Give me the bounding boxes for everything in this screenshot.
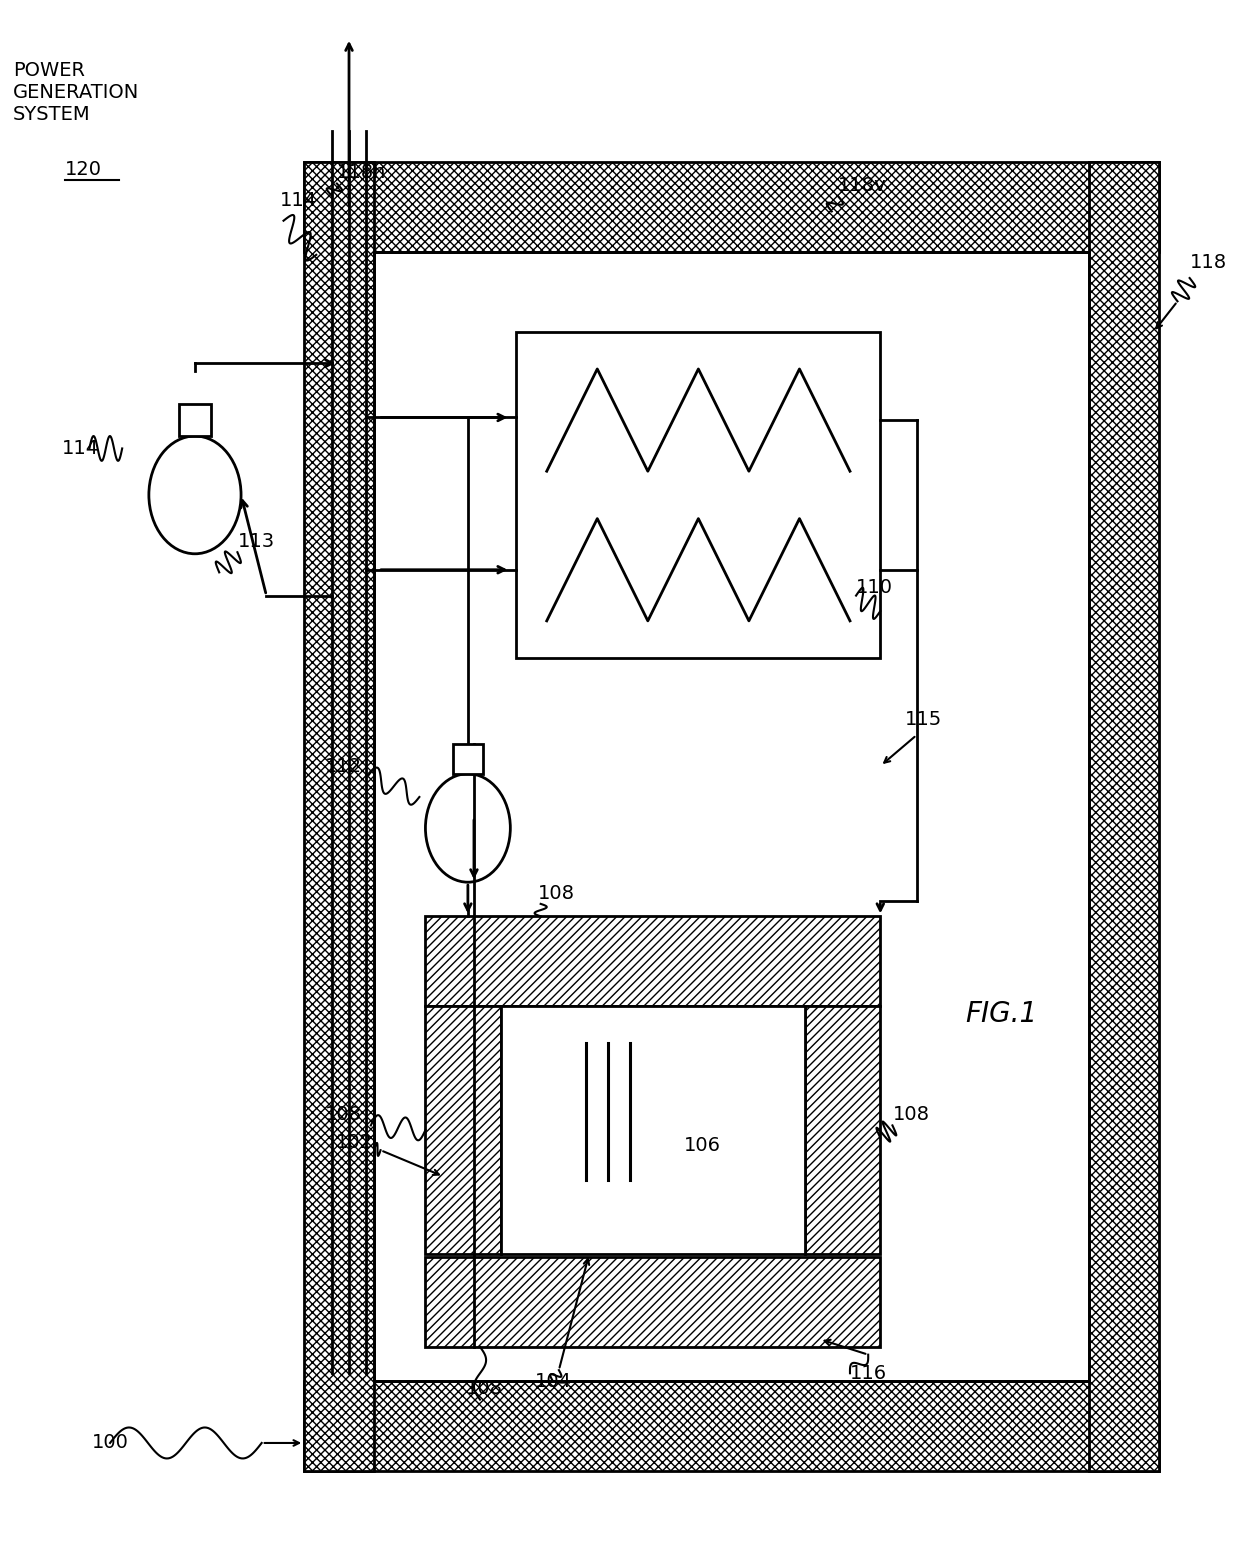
Bar — [179, 403, 211, 436]
Bar — [516, 333, 880, 658]
Text: 110: 110 — [856, 578, 893, 597]
Text: 120: 120 — [66, 159, 102, 180]
Bar — [425, 916, 880, 1007]
Text: 102: 102 — [336, 1133, 373, 1152]
Bar — [425, 1257, 880, 1347]
Text: 106: 106 — [683, 1136, 720, 1155]
Bar — [805, 1007, 880, 1254]
Text: 108: 108 — [893, 1105, 930, 1124]
Text: 115: 115 — [904, 710, 942, 728]
Text: 108: 108 — [325, 1105, 362, 1124]
Bar — [1089, 163, 1159, 1471]
Text: 100: 100 — [92, 1433, 129, 1452]
Bar — [501, 1007, 805, 1254]
Bar — [453, 744, 482, 774]
Text: 118v: 118v — [838, 175, 887, 194]
Bar — [304, 163, 1159, 252]
Text: 114: 114 — [62, 439, 99, 458]
Text: 108: 108 — [538, 883, 575, 902]
Text: 118h: 118h — [337, 163, 386, 183]
Text: 112: 112 — [325, 756, 362, 775]
Text: 108: 108 — [465, 1379, 502, 1399]
Text: 116: 116 — [849, 1364, 887, 1383]
Text: 104: 104 — [534, 1371, 572, 1391]
Text: FIG.1: FIG.1 — [966, 1000, 1038, 1028]
Text: 118: 118 — [1189, 253, 1226, 272]
Text: POWER
GENERATION
SYSTEM: POWER GENERATION SYSTEM — [12, 61, 139, 123]
Text: 114: 114 — [280, 191, 317, 209]
Bar — [304, 163, 374, 1471]
Text: 113: 113 — [237, 531, 274, 550]
Bar — [304, 1382, 1159, 1471]
Bar — [425, 1007, 501, 1254]
